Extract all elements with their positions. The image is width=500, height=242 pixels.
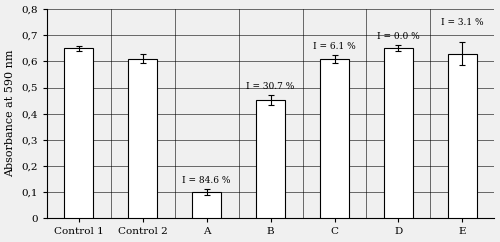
Bar [128,59,157,219]
Bar [192,192,221,219]
Bar [64,48,93,219]
Bar [448,53,477,219]
Text: I = 3.1 %: I = 3.1 % [441,18,484,27]
Text: I = 6.1 %: I = 6.1 % [313,42,356,51]
Text: I = 84.6 %: I = 84.6 % [182,176,231,185]
Text: I = 0.0 %: I = 0.0 % [377,32,420,41]
Y-axis label: Absorbance at 590 nm: Absorbance at 590 nm [6,50,16,177]
Text: I = 30.7 %: I = 30.7 % [246,82,294,91]
Bar [256,100,285,219]
Bar [384,48,413,219]
Bar [320,59,349,219]
